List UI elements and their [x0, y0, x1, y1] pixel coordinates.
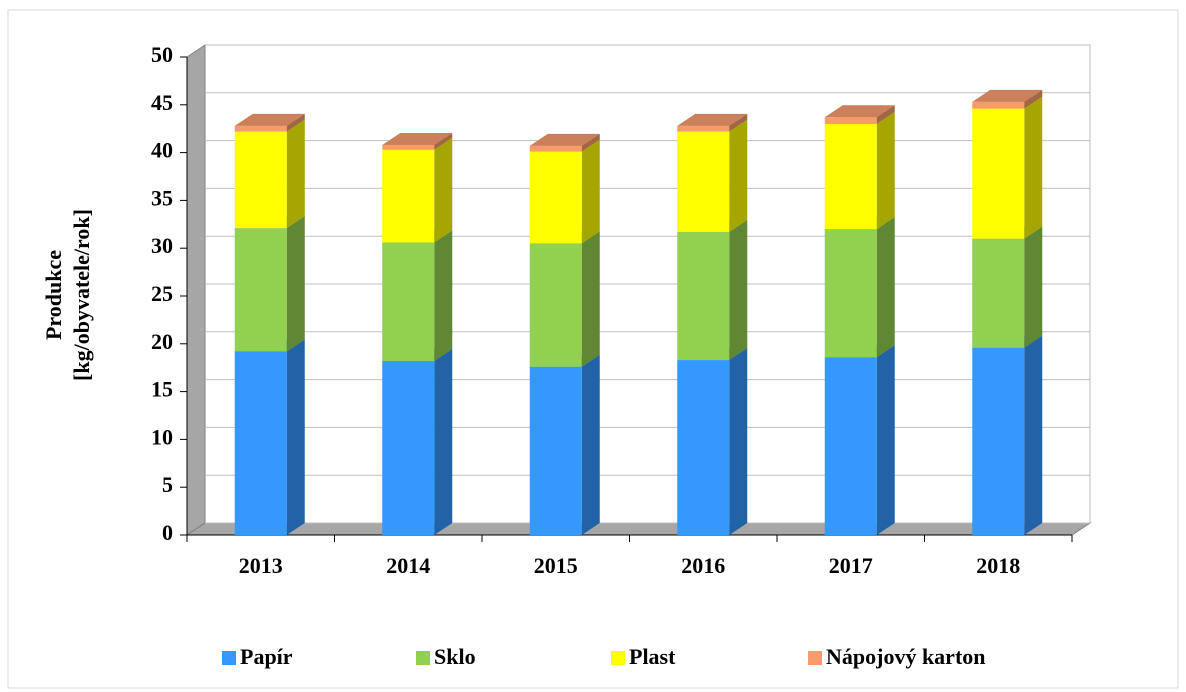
- bar: [234, 351, 287, 535]
- bar-side: [876, 217, 895, 358]
- legend-swatch: [416, 651, 430, 665]
- y-axis-label: [kg/obyvatele/rok]: [69, 209, 94, 381]
- bar: [972, 238, 1025, 348]
- bar-side: [286, 216, 305, 352]
- bar-side: [1024, 335, 1043, 535]
- bar-side: [876, 105, 895, 124]
- y-tick-label: 25: [151, 281, 173, 306]
- bar: [824, 357, 877, 535]
- y-tick-label: 10: [151, 424, 173, 449]
- bar: [382, 361, 435, 535]
- legend-label: Plast: [629, 644, 676, 669]
- x-tick-label: 2017: [829, 553, 873, 578]
- bar: [677, 131, 730, 232]
- y-axis-label: Produkce: [41, 250, 66, 340]
- y-tick-label: 40: [151, 138, 173, 163]
- bar: [972, 101, 1025, 109]
- legend-label: Papír: [240, 644, 293, 669]
- y-tick-label: 50: [151, 42, 173, 67]
- bar-side: [434, 137, 453, 243]
- y-tick-label: 5: [162, 472, 173, 497]
- bar-side: [1024, 89, 1043, 109]
- bar-side: [434, 349, 453, 535]
- bar: [529, 366, 582, 535]
- bar: [382, 242, 435, 362]
- y-tick-label: 35: [151, 185, 173, 210]
- bar-side: [876, 111, 895, 230]
- x-tick-label: 2018: [976, 553, 1020, 578]
- bar: [677, 125, 730, 132]
- bar: [529, 243, 582, 367]
- bar-side: [729, 113, 748, 132]
- x-tick-label: 2013: [239, 553, 283, 578]
- bar: [529, 145, 582, 152]
- bar-side: [729, 219, 748, 361]
- bar-side: [876, 345, 895, 535]
- bar-side: [286, 119, 305, 229]
- legend-label: Nápojový karton: [826, 644, 986, 669]
- bar-side: [581, 354, 600, 535]
- legend-swatch: [808, 651, 822, 665]
- bar-top: [234, 113, 305, 126]
- bar: [529, 151, 582, 244]
- bar: [234, 125, 287, 132]
- bar: [234, 228, 287, 352]
- bar-side: [729, 348, 748, 535]
- bar-side: [729, 119, 748, 232]
- bar: [824, 117, 877, 124]
- legend-swatch: [222, 651, 236, 665]
- bar-top: [824, 105, 895, 118]
- y-tick-label: 45: [151, 90, 173, 115]
- bar-side: [434, 230, 453, 362]
- bar: [234, 131, 287, 229]
- y-tick-label: 15: [151, 377, 173, 402]
- bar-side: [1024, 226, 1043, 348]
- y-tick-label: 20: [151, 329, 173, 354]
- bar: [382, 149, 435, 243]
- bar: [972, 108, 1025, 239]
- bar-side: [434, 132, 453, 150]
- legend-label: Sklo: [434, 644, 476, 669]
- y-tick-label: 30: [151, 233, 173, 258]
- bar: [677, 360, 730, 535]
- y-tick-label: 0: [162, 520, 173, 545]
- bar: [382, 144, 435, 150]
- bar: [824, 123, 877, 230]
- bar-side: [581, 231, 600, 367]
- bar-side: [286, 339, 305, 535]
- bar: [677, 231, 730, 361]
- bar-top: [382, 132, 453, 145]
- bar-top: [972, 89, 1043, 102]
- bar-side: [286, 113, 305, 132]
- bar-side: [581, 133, 600, 152]
- x-tick-label: 2016: [681, 553, 725, 578]
- bar-side: [581, 139, 600, 244]
- x-tick-label: 2015: [534, 553, 578, 578]
- floor: [185, 522, 1092, 536]
- legend-swatch: [611, 651, 625, 665]
- side-wall: [186, 44, 206, 536]
- bar: [972, 347, 1025, 535]
- bar-side: [1024, 96, 1043, 239]
- x-tick-label: 2014: [386, 553, 430, 578]
- bar-top: [677, 113, 748, 126]
- bar: [824, 229, 877, 358]
- bar-top: [529, 133, 600, 146]
